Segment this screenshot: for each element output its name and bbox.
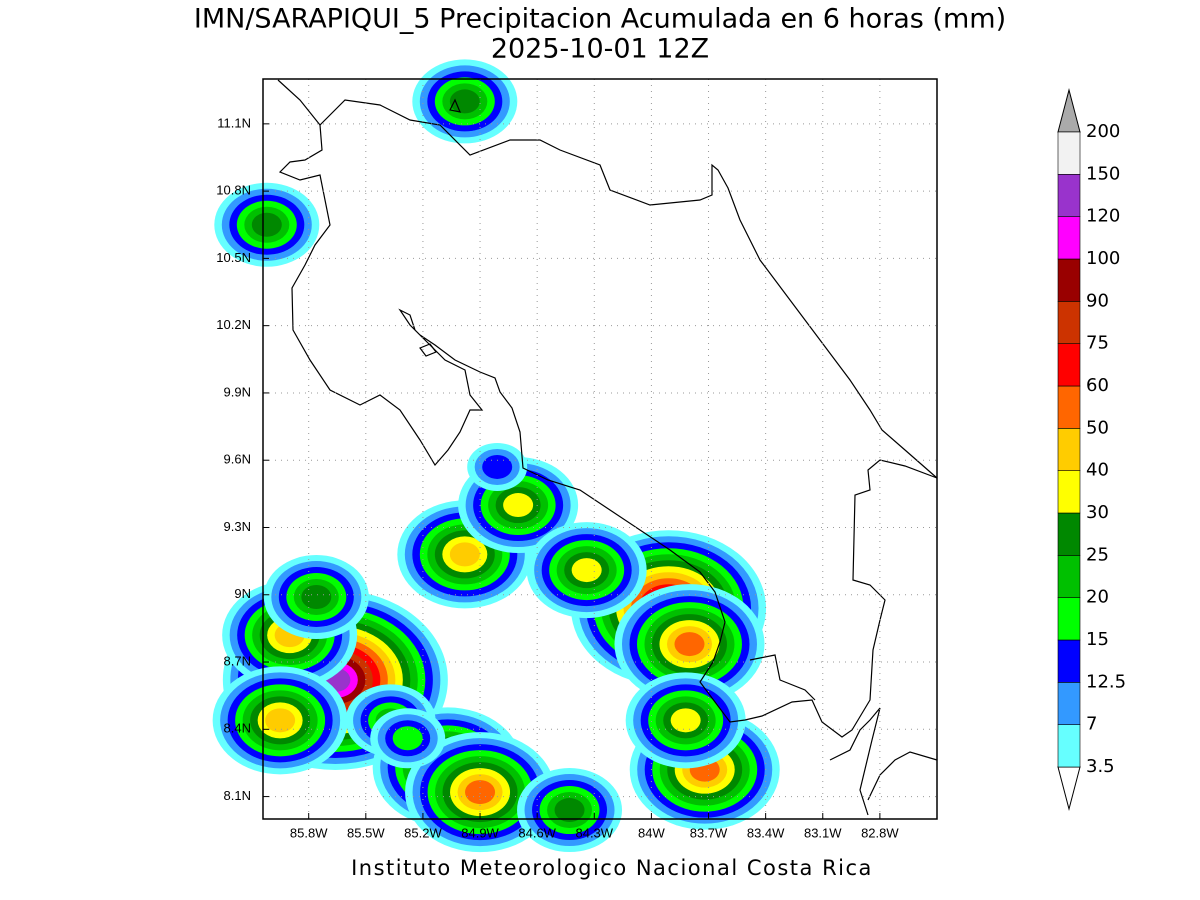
y-tick-label: 8.7N bbox=[224, 653, 251, 668]
colorbar-band bbox=[1057, 385, 1081, 429]
colorbar-band bbox=[1057, 258, 1081, 302]
colorbar-band bbox=[1057, 131, 1081, 175]
colorbar-band bbox=[1057, 555, 1081, 598]
y-tick-label: 9.3N bbox=[224, 519, 251, 534]
coast-line bbox=[277, 79, 938, 479]
precip-contour bbox=[482, 454, 513, 479]
coastline bbox=[277, 79, 938, 816]
x-tick-label: 82.8W bbox=[861, 825, 899, 840]
x-tick-label: 84W bbox=[638, 825, 665, 840]
precip-contour bbox=[265, 708, 296, 733]
colorbar-label: 200 bbox=[1086, 121, 1120, 142]
colorbar-band bbox=[1057, 216, 1081, 260]
x-tick-label: 84.3W bbox=[575, 825, 613, 840]
coast-line bbox=[867, 751, 938, 801]
subtitle: 2025-10-01 12Z bbox=[491, 34, 709, 65]
x-tick-label: 85.2W bbox=[404, 825, 442, 840]
y-tick-label: 8.4N bbox=[224, 721, 251, 736]
colorbar-band bbox=[1057, 174, 1081, 217]
colorbar-label: 50 bbox=[1086, 417, 1109, 438]
colorbar-band bbox=[1057, 470, 1081, 514]
y-tick-label: 9N bbox=[234, 586, 251, 601]
footer: Instituto Meteorologico Nacional Costa R… bbox=[351, 856, 873, 880]
colorbar-label: 40 bbox=[1086, 460, 1109, 481]
y-tick-label: 11.1N bbox=[217, 115, 251, 130]
colorbar-under bbox=[1057, 766, 1081, 811]
precip-contour bbox=[251, 212, 282, 237]
title: IMN/SARAPIQUI_5 Precipitacion Acumulada … bbox=[194, 4, 1006, 35]
colorbar-label: 90 bbox=[1086, 290, 1109, 311]
x-tick-label: 85.5W bbox=[347, 825, 385, 840]
y-tick-label: 10.2N bbox=[216, 317, 251, 332]
grid bbox=[263, 79, 937, 819]
colorbar-label: 7 bbox=[1086, 714, 1097, 735]
colorbar-band bbox=[1057, 597, 1081, 641]
precip-contour bbox=[674, 632, 705, 657]
precip-contour bbox=[503, 493, 534, 518]
x-tick-label: 84.9W bbox=[461, 825, 499, 840]
colorbar-label: 150 bbox=[1086, 163, 1120, 184]
colorbar-label: 60 bbox=[1086, 375, 1109, 396]
coast-line bbox=[749, 654, 816, 701]
colorbar: 3.5 7 12.5 15 20 25 30 40 50 60 75 90 100 120 150 200 bbox=[1057, 88, 1126, 811]
colorbar-label: 12.5 bbox=[1086, 671, 1126, 692]
precip-contour bbox=[392, 726, 423, 751]
colorbar-over bbox=[1057, 88, 1081, 133]
y-tick-label: 9.9N bbox=[224, 384, 251, 399]
y-tick-label: 10.8N bbox=[216, 183, 251, 198]
precipitation bbox=[212, 59, 780, 853]
precip-contour bbox=[465, 780, 496, 805]
precip-contour bbox=[449, 542, 480, 567]
precip-contour bbox=[449, 89, 480, 114]
lake bbox=[419, 343, 437, 357]
y-tick-label: 9.6N bbox=[224, 452, 251, 467]
coast-line bbox=[278, 124, 938, 738]
precip-contour bbox=[571, 558, 602, 583]
map-frame bbox=[262, 78, 938, 820]
colorbar-label: 20 bbox=[1086, 587, 1109, 608]
colorbar-band bbox=[1057, 301, 1081, 344]
x-tick-label: 83.4W bbox=[747, 825, 785, 840]
precip-contour bbox=[670, 708, 701, 733]
colorbar-band bbox=[1057, 639, 1081, 683]
colorbar-label: 3.5 bbox=[1086, 756, 1115, 777]
precip-contour bbox=[301, 585, 332, 609]
x-tick-label: 83.1W bbox=[804, 825, 842, 840]
x-tick-label: 83.7W bbox=[690, 825, 728, 840]
colorbar-band bbox=[1057, 428, 1081, 471]
colorbar-label: 75 bbox=[1086, 333, 1109, 354]
colorbar-label: 25 bbox=[1086, 544, 1109, 565]
coast-line bbox=[829, 707, 881, 816]
colorbar-band bbox=[1057, 512, 1081, 556]
island bbox=[449, 98, 461, 113]
colorbar-band bbox=[1057, 724, 1081, 768]
colorbar-label: 120 bbox=[1086, 206, 1120, 227]
x-tick-label: 85.8W bbox=[290, 825, 328, 840]
colorbar-band bbox=[1057, 343, 1081, 387]
y-tick-label: 8.1N bbox=[224, 788, 251, 803]
precip-contour bbox=[554, 798, 585, 823]
x-tick-label: 84.6W bbox=[518, 825, 556, 840]
colorbar-label: 30 bbox=[1086, 502, 1109, 523]
colorbar-band bbox=[1057, 682, 1081, 725]
colorbar-label: 15 bbox=[1086, 629, 1109, 650]
colorbar-label: 100 bbox=[1086, 248, 1120, 269]
y-tick-label: 10.5N bbox=[216, 250, 251, 265]
